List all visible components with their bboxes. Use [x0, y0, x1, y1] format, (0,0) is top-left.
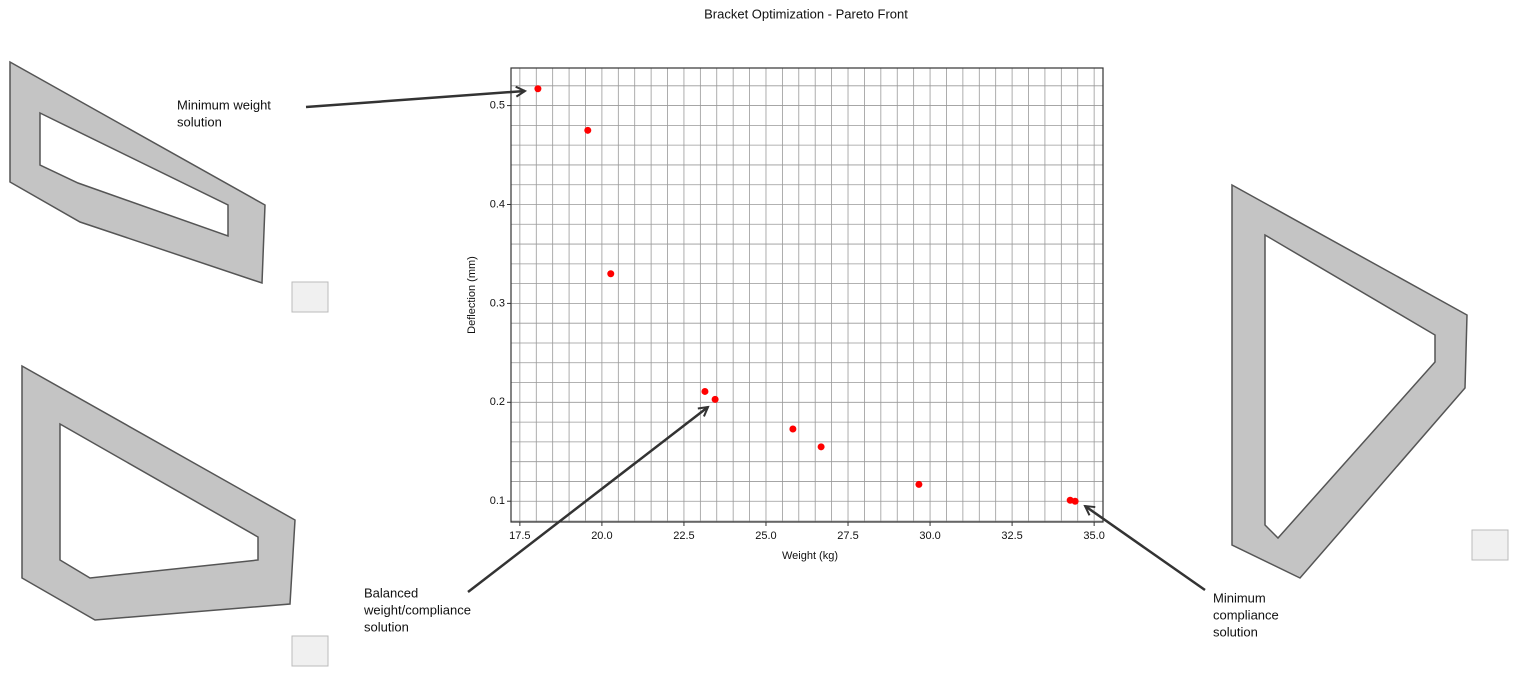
x-tick-label: 25.0 [755, 530, 776, 542]
annotation-line: compliance [1213, 607, 1279, 622]
x-tick-label: 30.0 [919, 530, 940, 542]
chart-title: Bracket Optimization - Pareto Front [704, 6, 908, 21]
annotation-line: solution [1213, 624, 1258, 639]
y-tick-label: 0.5 [490, 99, 505, 111]
annotation-line: Minimum [1213, 590, 1266, 605]
bracket-min-weight [10, 62, 265, 283]
plot-frame [511, 68, 1103, 522]
point [818, 443, 825, 450]
annotations: Minimum weight solution Balanced weight/… [177, 91, 1279, 639]
x-tick-label: 27.5 [837, 530, 858, 542]
point [712, 396, 719, 403]
point [534, 85, 541, 92]
point [915, 481, 922, 488]
y-tick-label: 0.3 [490, 297, 505, 309]
x-tick-label: 32.5 [1001, 530, 1022, 542]
bracket-balanced [22, 366, 295, 620]
annotation-line: solution [177, 114, 222, 129]
point [789, 426, 796, 433]
x-tick-label: 20.0 [591, 530, 612, 542]
annotation-line: weight/compliance [363, 602, 471, 617]
annotation-line: Balanced [364, 585, 418, 600]
point [607, 270, 614, 277]
y-axis-label: Deflection (mm) [466, 256, 478, 334]
x-tick-label: 17.5 [509, 530, 530, 542]
y-tick-label: 0.2 [490, 396, 505, 408]
view-cube-icons [292, 282, 1508, 666]
y-tick-label: 0.4 [490, 198, 505, 210]
figure: Bracket Optimization - Pareto Front 17.5… [0, 0, 1536, 685]
y-tick-label: 0.1 [490, 495, 505, 507]
bracket-min-compliance [1232, 185, 1467, 578]
annotation-line: solution [364, 619, 409, 634]
point [1072, 498, 1079, 505]
x-tick-label: 35.0 [1083, 530, 1104, 542]
x-tick-label: 22.5 [673, 530, 694, 542]
annotation-line: Minimum weight [177, 97, 271, 112]
point [701, 388, 708, 395]
annotation-arrow [1085, 506, 1205, 590]
point [584, 127, 591, 134]
plot-area: 17.5 20.0 22.5 25.0 27.5 30.0 32.5 35.0 0.1 0.2 0.… [490, 68, 1105, 542]
bracket-images [10, 62, 1508, 666]
x-axis-label: Weight (kg) [782, 550, 838, 562]
